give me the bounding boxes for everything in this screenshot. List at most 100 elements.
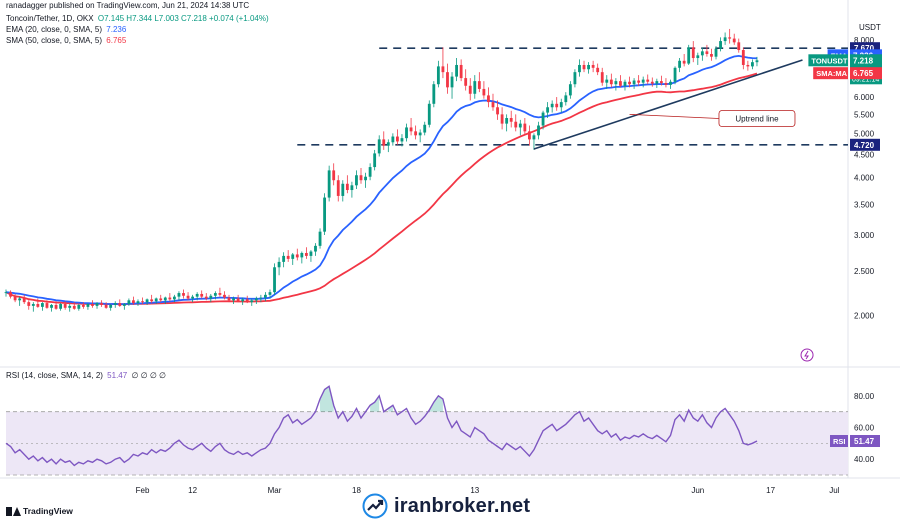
candle-body: [168, 297, 172, 300]
candle-body: [477, 81, 481, 89]
candle: [291, 252, 295, 265]
symbol-line: Toncoin/Tether, 1D, OKX: [6, 14, 94, 23]
candle-body: [700, 51, 704, 56]
rsi-tick-label: 80.00: [854, 392, 875, 401]
candle-body: [628, 81, 631, 85]
candle-body: [464, 78, 468, 86]
time-tick-label: Jul: [829, 486, 839, 495]
candle: [209, 293, 213, 303]
price-tick-label: 4.500: [854, 150, 875, 159]
candle: [687, 44, 691, 65]
candle: [578, 59, 581, 77]
candle-body: [213, 293, 217, 296]
candle: [295, 248, 299, 261]
candle-body: [177, 293, 181, 297]
candle-body: [418, 132, 422, 136]
price-tick-label: 3.500: [854, 200, 875, 209]
candle: [514, 114, 518, 132]
candle: [54, 301, 58, 310]
candle: [655, 78, 659, 88]
tradingview-logo[interactable]: TradingView: [6, 506, 73, 516]
candles: [4, 28, 759, 312]
candle: [591, 60, 595, 73]
price-tick-label: 4.000: [854, 174, 875, 183]
candle-body: [427, 103, 431, 125]
candle: [559, 98, 563, 113]
candle: [605, 75, 609, 89]
candle-body: [259, 297, 263, 299]
candle-body: [245, 299, 249, 303]
candle: [423, 121, 427, 136]
candle-body: [678, 60, 682, 68]
candle: [154, 297, 158, 305]
candle-body: [345, 183, 349, 191]
candle-body: [359, 175, 363, 181]
candle: [22, 294, 26, 305]
candle-body: [568, 84, 572, 96]
candle: [232, 296, 235, 305]
candle: [573, 69, 577, 88]
candle: [628, 76, 631, 88]
rsi-legend-extra: ∅ ∅ ∅ ∅: [131, 371, 166, 380]
candle: [177, 291, 181, 301]
rsi-legend-label: RSI (14, close, SMA, 14, 2): [6, 371, 103, 380]
candle: [382, 131, 386, 150]
candle: [77, 304, 81, 311]
candle-body: [468, 85, 472, 94]
candle-body: [200, 293, 204, 297]
candle: [436, 60, 440, 88]
candle: [450, 72, 454, 99]
candle: [264, 292, 267, 302]
candle-body: [491, 102, 495, 108]
candle-body: [382, 139, 386, 146]
candle: [728, 28, 732, 44]
rsi-name-text: RSI: [833, 437, 846, 446]
candle-body: [696, 55, 700, 59]
candle: [473, 75, 477, 99]
candle-body: [4, 292, 8, 294]
candle: [304, 247, 308, 259]
ohlc-values: O7.145 H7.344 L7.003 C7.218 +0.074 (+1.0…: [97, 14, 269, 23]
candle: [632, 78, 636, 89]
candle: [405, 123, 408, 142]
candle: [172, 294, 176, 303]
ema-20-line: [5, 54, 758, 305]
candle: [332, 163, 336, 186]
price-tick-label: 2.000: [854, 312, 875, 321]
candle: [751, 59, 754, 70]
candle-body: [100, 303, 103, 305]
candle: [50, 304, 53, 312]
candle-body: [104, 304, 108, 308]
candle: [691, 41, 695, 63]
candle: [341, 180, 345, 202]
candle: [596, 63, 600, 76]
price-level-text: 7.670: [854, 44, 875, 53]
candle: [314, 243, 317, 256]
candle: [373, 149, 377, 171]
candle-body: [591, 64, 595, 68]
candle: [659, 75, 663, 86]
candle-body: [59, 304, 63, 309]
candle-body: [223, 294, 226, 298]
chart-growth-icon: [362, 493, 388, 519]
candle-body: [396, 136, 399, 142]
candle: [40, 302, 44, 311]
candle-body: [632, 80, 636, 85]
candle-body: [728, 37, 732, 39]
candle: [623, 79, 627, 91]
candle-body: [254, 298, 258, 301]
candle-body: [209, 295, 213, 299]
candle: [118, 299, 122, 307]
candle-body: [609, 79, 613, 85]
candle-body: [318, 231, 322, 246]
candle: [737, 38, 741, 53]
candle: [122, 303, 126, 310]
candle: [368, 163, 372, 181]
candle: [27, 300, 31, 310]
candle-body: [63, 304, 67, 308]
candle: [104, 302, 108, 309]
candle: [132, 296, 135, 305]
candle-body: [159, 298, 163, 301]
sma-legend: SMA (50, close, 0, SMA, 5) 6.765: [6, 35, 126, 46]
candle-body: [91, 304, 94, 306]
